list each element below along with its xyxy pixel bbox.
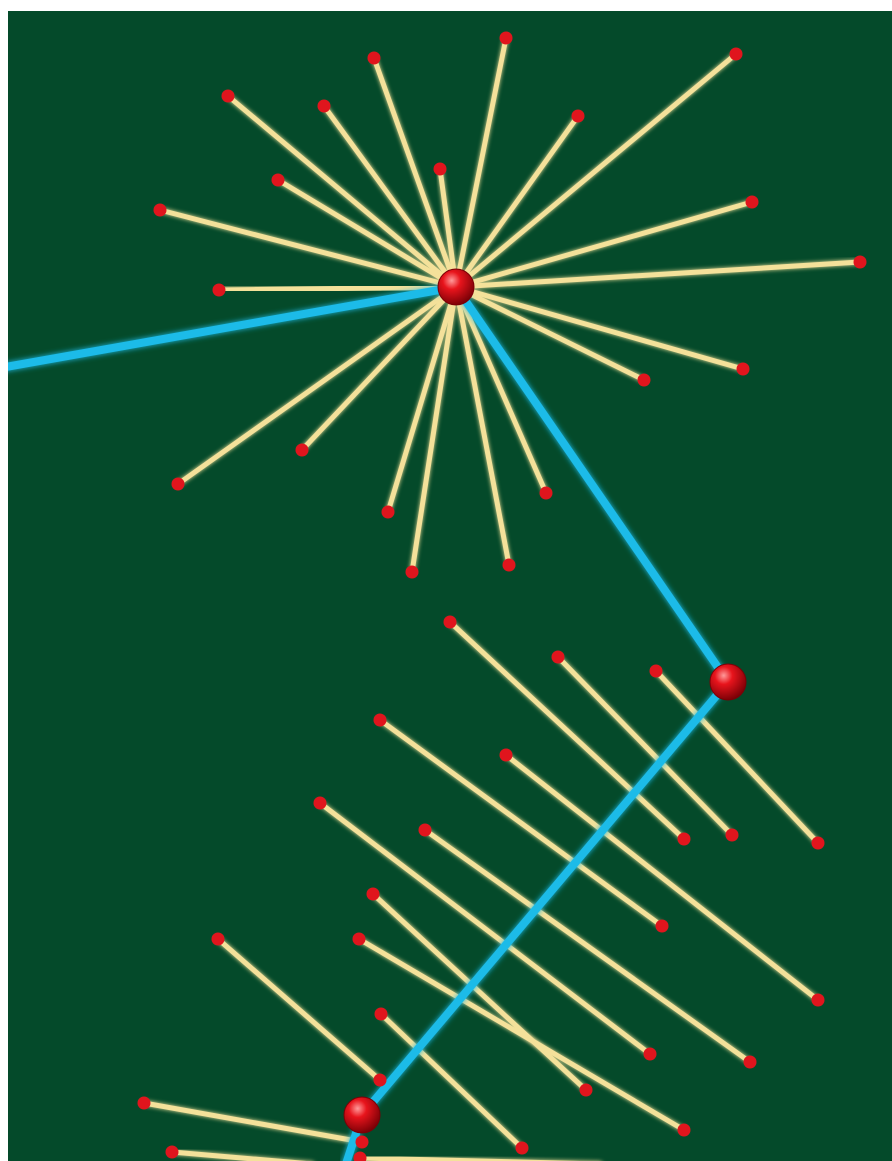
- path-segment: [452, 283, 732, 686]
- parallel-stick: [317, 800, 653, 1057]
- stick-tip[interactable]: [367, 51, 381, 65]
- stick-tip[interactable]: [381, 505, 395, 519]
- stick-tip[interactable]: [355, 1135, 369, 1149]
- stick-tip[interactable]: [502, 558, 516, 572]
- board-background: [8, 11, 892, 1161]
- stick-tip[interactable]: [211, 932, 225, 946]
- stick-tip[interactable]: [745, 195, 759, 209]
- stick-tip[interactable]: [743, 1055, 757, 1069]
- hub-node-1[interactable]: [437, 268, 475, 306]
- radial-stick: [299, 284, 459, 453]
- stick-tip[interactable]: [221, 89, 235, 103]
- stick-tip[interactable]: [405, 565, 419, 579]
- stick-tip[interactable]: [655, 919, 669, 933]
- stick-tip[interactable]: [271, 173, 285, 187]
- stick-tip[interactable]: [499, 31, 513, 45]
- path-segment: [358, 678, 732, 1119]
- stick-tip[interactable]: [499, 748, 513, 762]
- hub-node-2[interactable]: [709, 663, 747, 701]
- stick-tip[interactable]: [212, 283, 226, 297]
- radial-stick: [371, 55, 459, 290]
- radial-stick: [453, 284, 647, 383]
- parallel-stick: [169, 1149, 307, 1161]
- parallel-stick: [653, 668, 821, 846]
- parallel-stick: [422, 827, 753, 1065]
- stick-tip[interactable]: [853, 255, 867, 269]
- stick-tip[interactable]: [811, 836, 825, 850]
- parallel-stick: [447, 619, 687, 842]
- stick-tip[interactable]: [171, 477, 185, 491]
- parallel-stick: [555, 654, 735, 838]
- stick-tip[interactable]: [313, 796, 327, 810]
- stick-tip[interactable]: [366, 887, 380, 901]
- stick-tip[interactable]: [677, 832, 691, 846]
- radial-stick: [437, 166, 459, 290]
- path-layer: [8, 283, 732, 1161]
- stick-tip[interactable]: [725, 828, 739, 842]
- stick-tip[interactable]: [352, 932, 366, 946]
- stick-tip[interactable]: [539, 486, 553, 500]
- game-board[interactable]: [8, 11, 892, 1161]
- nodes-layer: [343, 268, 747, 1134]
- radial-stick: [275, 177, 459, 290]
- radial-stick: [453, 35, 509, 290]
- stick-tip[interactable]: [317, 99, 331, 113]
- stick-tip[interactable]: [165, 1145, 179, 1159]
- radial-stick: [453, 113, 581, 290]
- stick-tip[interactable]: [736, 362, 750, 376]
- stick-tip[interactable]: [677, 1123, 691, 1137]
- stick-tip[interactable]: [515, 1141, 529, 1155]
- radial-stick: [453, 51, 739, 290]
- stick-tip[interactable]: [374, 1007, 388, 1021]
- radial-stick: [453, 199, 755, 290]
- stick-tip[interactable]: [649, 664, 663, 678]
- sticks-layer: [141, 35, 863, 1161]
- stick-tip[interactable]: [729, 47, 743, 61]
- radial-stick: [321, 103, 459, 290]
- stick-tip[interactable]: [443, 615, 457, 629]
- stick-tip[interactable]: [353, 1151, 367, 1161]
- radial-stick: [409, 284, 459, 575]
- parallel-stick: [215, 936, 383, 1083]
- stick-tip[interactable]: [811, 993, 825, 1007]
- tips-layer: [137, 31, 867, 1161]
- stick-tip[interactable]: [643, 1047, 657, 1061]
- stick-tip[interactable]: [295, 443, 309, 457]
- parallel-stick: [503, 752, 821, 1003]
- stick-tip[interactable]: [551, 650, 565, 664]
- radial-stick: [453, 284, 549, 496]
- parallel-stick: [357, 1155, 581, 1161]
- radial-stick: [385, 284, 459, 515]
- parallel-stick: [356, 936, 687, 1133]
- radial-stick: [175, 284, 459, 487]
- parallel-stick: [377, 717, 665, 929]
- stick-tip[interactable]: [579, 1083, 593, 1097]
- stick-tip[interactable]: [418, 823, 432, 837]
- radial-stick: [225, 93, 459, 290]
- radial-stick: [453, 284, 512, 568]
- parallel-stick: [141, 1100, 365, 1145]
- stick-tip[interactable]: [571, 109, 585, 123]
- radial-stick: [453, 284, 746, 372]
- radial-stick: [216, 284, 459, 293]
- radial-stick: [453, 259, 863, 290]
- stick-tip[interactable]: [137, 1096, 151, 1110]
- radial-stick: [157, 207, 459, 290]
- path-segment: [8, 283, 460, 371]
- parallel-stick: [378, 1011, 525, 1151]
- stick-tip[interactable]: [153, 203, 167, 217]
- stick-tip[interactable]: [637, 373, 651, 387]
- stick-tip[interactable]: [373, 713, 387, 727]
- stick-tip[interactable]: [373, 1073, 387, 1087]
- hub-node-3[interactable]: [343, 1096, 381, 1134]
- parallel-stick: [370, 891, 589, 1093]
- board-canvas[interactable]: [8, 11, 892, 1161]
- stick-tip[interactable]: [433, 162, 447, 176]
